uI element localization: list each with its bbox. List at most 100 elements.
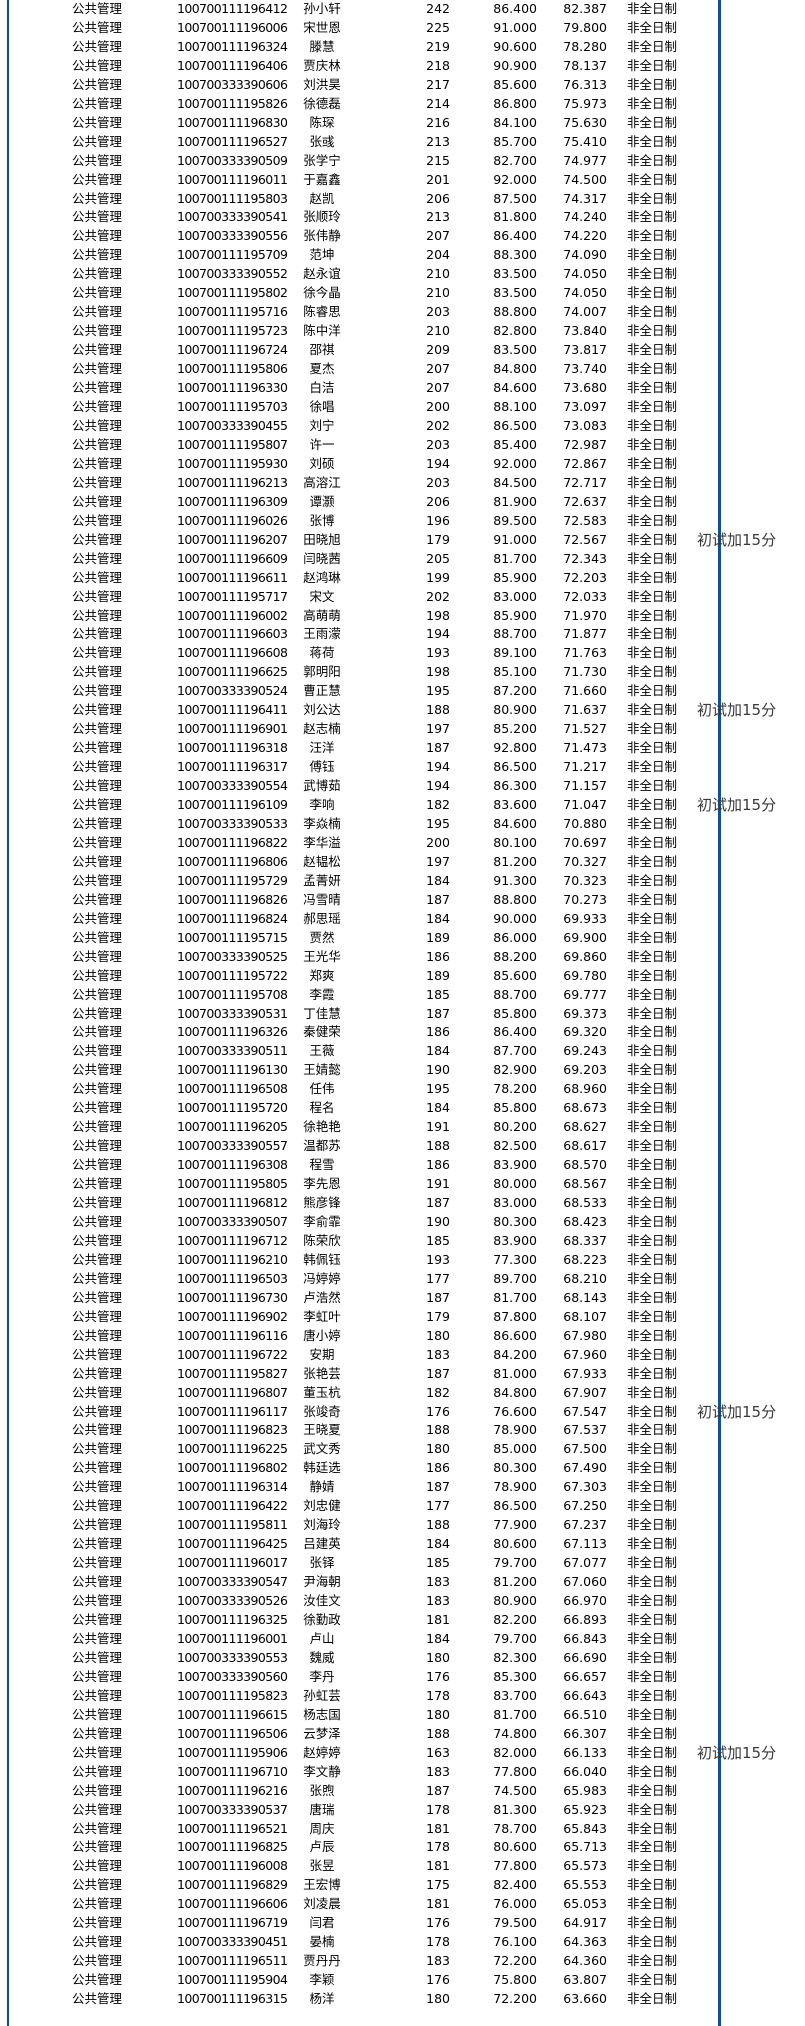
total-score-cell: 72.717 xyxy=(563,474,607,490)
retest-score-cell: 83.900 xyxy=(493,1232,537,1248)
table-row: 公共管理 100700111196207 田晓旭 179 91.000 72.5… xyxy=(0,531,805,550)
major-cell: 公共管理 xyxy=(72,1820,123,1836)
retest-score-cell: 86.800 xyxy=(493,95,537,111)
candidate-name-cell: 李先恩 xyxy=(303,1176,341,1192)
candidate-id-cell: 100700111195806 xyxy=(177,361,288,377)
major-cell: 公共管理 xyxy=(72,702,123,718)
total-score-cell: 74.500 xyxy=(563,171,607,187)
initial-score-cell: 188 xyxy=(426,1138,450,1154)
initial-score-cell: 210 xyxy=(426,266,450,282)
table-row: 公共管理 100700111195720 程名 184 85.800 68.67… xyxy=(0,1099,805,1118)
major-cell: 公共管理 xyxy=(72,1498,123,1514)
table-row: 公共管理 100700111195805 李先恩 191 80.000 68.5… xyxy=(0,1175,805,1194)
retest-score-cell: 83.000 xyxy=(493,1195,537,1211)
table-row: 公共管理 100700111196006 宋世恩 225 91.000 79.8… xyxy=(0,19,805,38)
study-mode-cell: 非全日制 xyxy=(627,1744,678,1760)
candidate-id-cell: 100700111196824 xyxy=(177,910,288,926)
initial-score-cell: 179 xyxy=(426,1308,450,1324)
candidate-name-cell: 李响 xyxy=(309,797,335,813)
candidate-id-cell: 100700333390525 xyxy=(177,948,288,964)
initial-score-cell: 181 xyxy=(426,1612,450,1628)
total-score-cell: 68.627 xyxy=(563,1119,607,1135)
initial-score-cell: 204 xyxy=(426,247,450,263)
initial-score-cell: 200 xyxy=(426,399,450,415)
total-score-cell: 68.423 xyxy=(563,1214,607,1229)
table-row: 公共管理 100700333390524 曹正慧 195 87.200 71.6… xyxy=(0,682,805,701)
major-cell: 公共管理 xyxy=(72,1327,123,1343)
candidate-name-cell: 王雨濛 xyxy=(303,626,341,642)
major-cell: 公共管理 xyxy=(72,417,123,433)
initial-score-cell: 180 xyxy=(426,1649,450,1665)
retest-score-cell: 90.600 xyxy=(493,38,537,54)
total-score-cell: 70.327 xyxy=(563,853,607,869)
study-mode-cell: 非全日制 xyxy=(627,967,678,983)
major-cell: 公共管理 xyxy=(72,834,123,850)
total-score-cell: 63.660 xyxy=(563,1991,607,2007)
major-cell: 公共管理 xyxy=(72,910,123,926)
candidate-id-cell: 100700111196829 xyxy=(177,1877,288,1893)
study-mode-cell: 非全日制 xyxy=(627,626,678,642)
candidate-name-cell: 晏楠 xyxy=(309,1934,335,1950)
candidate-name-cell: 王光华 xyxy=(303,948,341,964)
study-mode-cell: 非全日制 xyxy=(627,683,678,699)
total-score-cell: 68.533 xyxy=(563,1195,607,1211)
total-score-cell: 73.840 xyxy=(563,323,607,339)
candidate-id-cell: 100700111196611 xyxy=(177,569,288,585)
candidate-id-cell: 100700333390553 xyxy=(177,1649,288,1665)
table-row: 公共管理 100700111196002 高萌萌 198 85.900 71.9… xyxy=(0,607,805,626)
retest-score-cell: 85.000 xyxy=(493,1441,537,1457)
retest-score-cell: 84.600 xyxy=(493,380,537,396)
table-row: 公共管理 100700333390526 汝佳文 183 80.900 66.9… xyxy=(0,1592,805,1611)
retest-score-cell: 82.200 xyxy=(493,1612,537,1628)
total-score-cell: 71.157 xyxy=(563,778,607,794)
retest-score-cell: 92.800 xyxy=(493,740,537,756)
total-score-cell: 65.923 xyxy=(563,1801,607,1817)
major-cell: 公共管理 xyxy=(72,664,123,680)
initial-score-cell: 176 xyxy=(426,1972,450,1988)
table-row: 公共管理 100700111196902 李虹叶 179 87.800 68.1… xyxy=(0,1308,805,1327)
table-row: 公共管理 100700111196117 张竣奇 176 76.600 67.5… xyxy=(0,1403,805,1422)
study-mode-cell: 非全日制 xyxy=(627,436,678,452)
candidate-name-cell: 冯雪晴 xyxy=(303,891,341,907)
candidate-id-cell: 100700111196802 xyxy=(177,1460,288,1476)
candidate-id-cell: 100700333390511 xyxy=(177,1043,288,1059)
total-score-cell: 71.637 xyxy=(563,702,607,718)
table-row: 公共管理 100700333390553 魏威 180 82.300 66.69… xyxy=(0,1649,805,1668)
candidate-name-cell: 王宏博 xyxy=(303,1877,341,1893)
candidate-name-cell: 郝思瑶 xyxy=(303,910,341,926)
table-row: 公共管理 100700111195826 徐德磊 214 86.800 75.9… xyxy=(0,95,805,114)
candidate-id-cell: 100700111196308 xyxy=(177,1157,288,1173)
candidate-name-cell: 韩佩钰 xyxy=(303,1251,341,1267)
total-score-cell: 67.537 xyxy=(563,1422,607,1438)
table-row: 公共管理 100700111196826 冯雪晴 187 88.800 70.2… xyxy=(0,891,805,910)
table-row: 公共管理 100700111196615 杨志国 180 81.700 66.5… xyxy=(0,1706,805,1725)
major-cell: 公共管理 xyxy=(72,1422,123,1438)
candidate-id-cell: 100700333390560 xyxy=(177,1668,288,1684)
retest-score-cell: 78.700 xyxy=(493,1820,537,1836)
retest-score-cell: 85.800 xyxy=(493,1100,537,1116)
total-score-cell: 75.630 xyxy=(563,114,607,130)
initial-score-cell: 202 xyxy=(426,588,450,604)
total-score-cell: 74.977 xyxy=(563,152,607,168)
study-mode-cell: 非全日制 xyxy=(627,569,678,585)
total-score-cell: 68.567 xyxy=(563,1176,607,1192)
major-cell: 公共管理 xyxy=(72,1858,123,1874)
major-cell: 公共管理 xyxy=(72,1157,123,1173)
study-mode-cell: 非全日制 xyxy=(627,266,678,282)
table-row: 公共管理 100700111196823 王晓夏 188 78.900 67.5… xyxy=(0,1421,805,1440)
candidate-name-cell: 曹正慧 xyxy=(303,683,341,699)
table-row: 公共管理 100700111196901 赵志楠 197 85.200 71.5… xyxy=(0,720,805,739)
major-cell: 公共管理 xyxy=(72,1839,123,1855)
candidate-id-cell: 100700111196508 xyxy=(177,1081,288,1097)
total-score-cell: 68.960 xyxy=(563,1081,607,1097)
retest-score-cell: 86.400 xyxy=(493,228,537,244)
table-row: 公共管理 100700333390537 唐瑞 178 81.300 65.92… xyxy=(0,1801,805,1820)
retest-score-cell: 72.200 xyxy=(493,1953,537,1969)
major-cell: 公共管理 xyxy=(72,171,123,187)
total-score-cell: 71.527 xyxy=(563,721,607,737)
table-row: 公共管理 100700111196830 陈琛 216 84.100 75.63… xyxy=(0,114,805,133)
candidate-id-cell: 100700111196002 xyxy=(177,607,288,623)
table-row: 公共管理 100700333390606 刘洪昊 217 85.600 76.3… xyxy=(0,76,805,95)
total-score-cell: 67.933 xyxy=(563,1365,607,1381)
